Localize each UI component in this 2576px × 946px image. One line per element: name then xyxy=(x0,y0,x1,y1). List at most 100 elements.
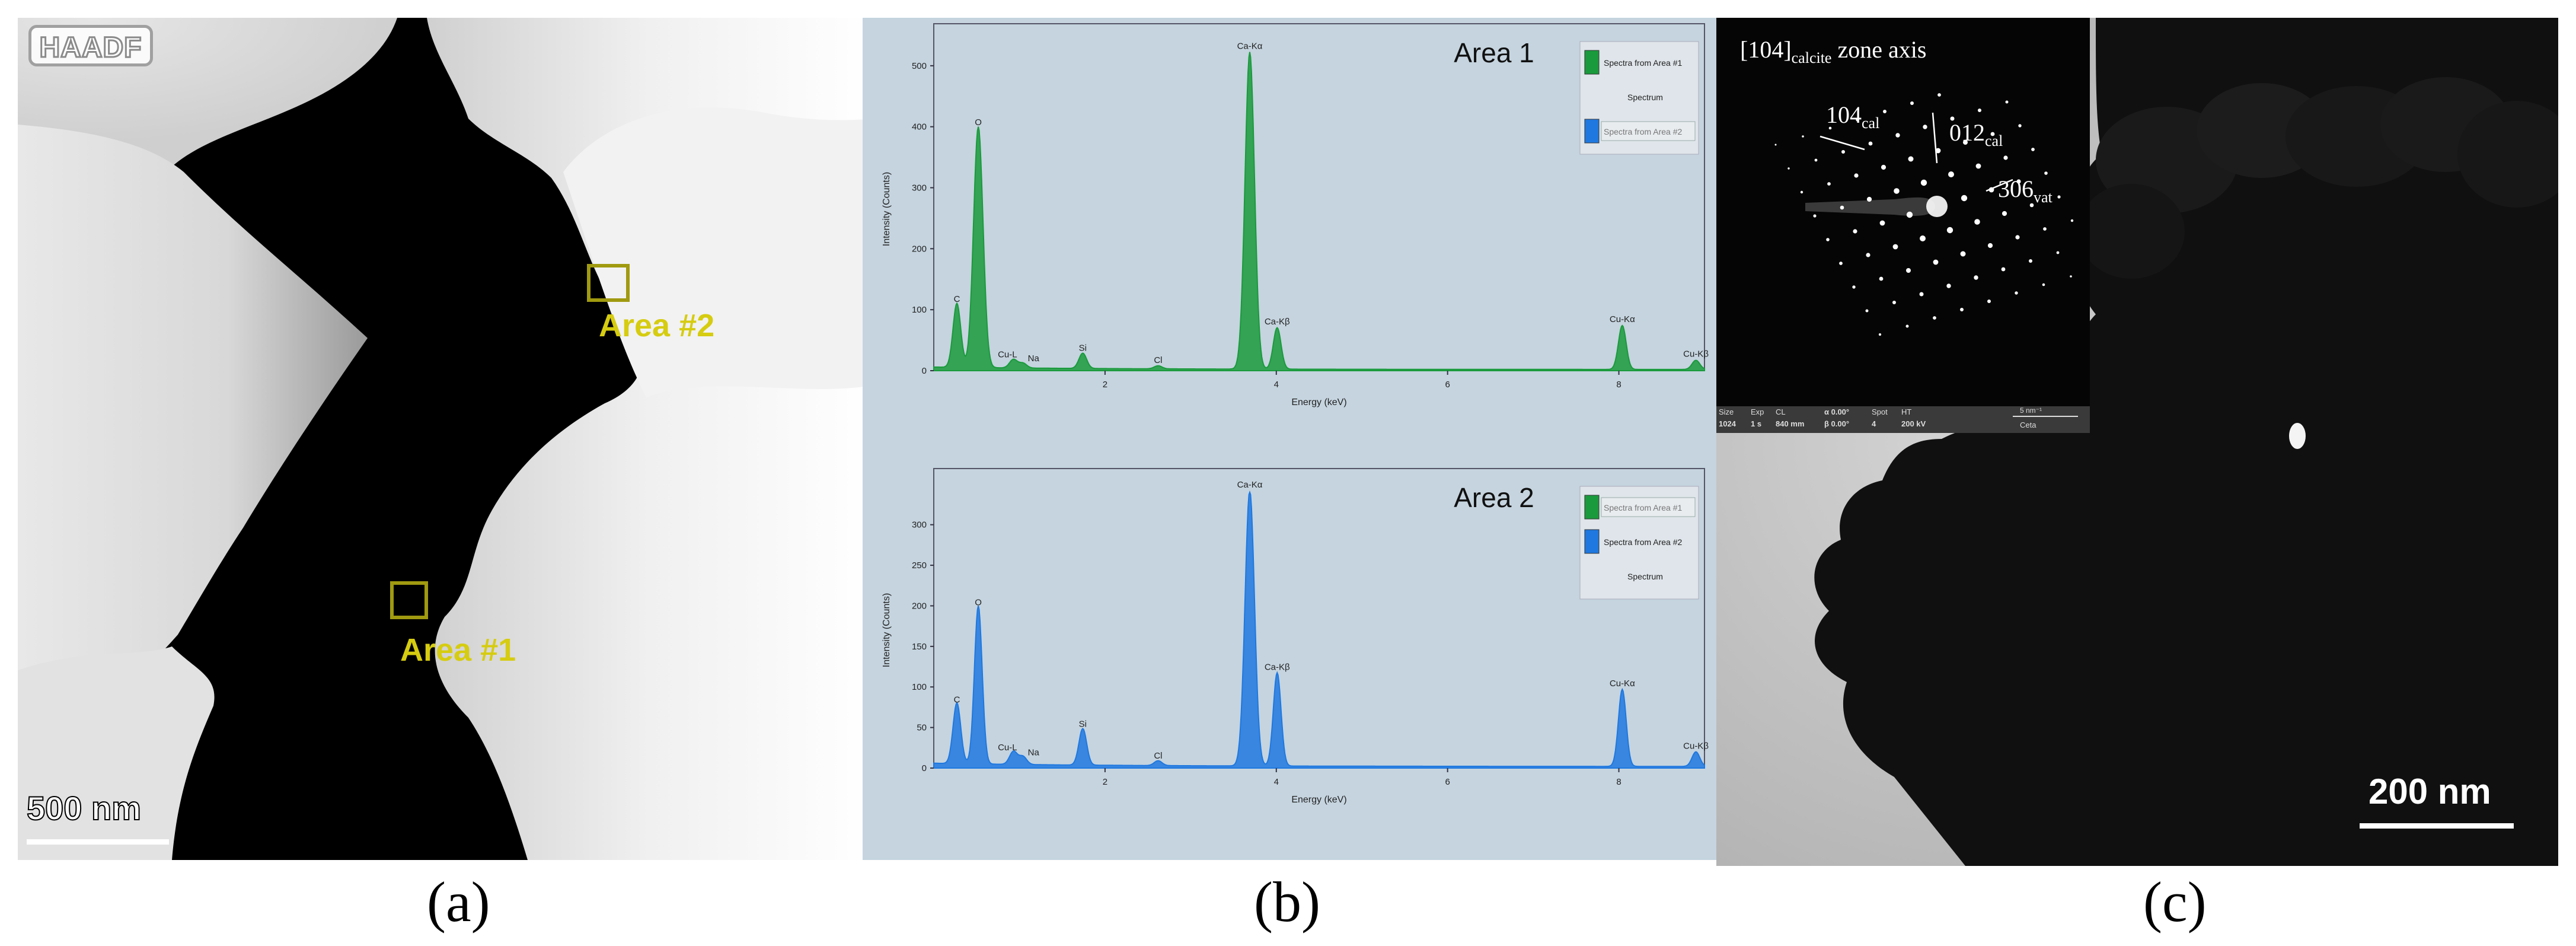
saed-label-306: 306vat xyxy=(1998,176,2052,206)
area1-box xyxy=(390,581,428,619)
eds-peak-label: Si xyxy=(1079,719,1087,729)
diffraction-spot xyxy=(2005,100,2009,104)
diffraction-spot xyxy=(1865,309,1869,313)
eds-xaxis-label: Energy (keV) xyxy=(1291,795,1346,805)
diffraction-spot xyxy=(2018,124,2022,128)
diffraction-spot xyxy=(1908,156,1914,162)
diffraction-spot xyxy=(1800,190,1803,194)
diffraction-spot xyxy=(1933,259,1939,265)
diffraction-spot xyxy=(1879,276,1884,281)
diffraction-spot xyxy=(2016,179,2021,184)
eds-legend-label: Spectrum xyxy=(1627,572,1663,581)
eds-peak-label: O xyxy=(975,597,982,607)
diffraction-spot xyxy=(1802,135,1804,138)
diffraction-spot xyxy=(2003,155,2008,160)
diffraction-spot xyxy=(2001,267,2006,272)
eds-xaxis-label: Energy (keV) xyxy=(1291,397,1346,407)
diffraction-spot xyxy=(2042,283,2045,286)
diffraction-spot xyxy=(1978,109,1981,112)
eds-legend-swatch xyxy=(1584,50,1600,75)
caption-c: (c) xyxy=(2143,870,2207,934)
diffraction-spot xyxy=(1828,126,1832,130)
area2-label: Area #2 xyxy=(599,308,715,343)
diffraction-spot xyxy=(1905,324,1909,328)
diffraction-spot xyxy=(1906,211,1913,218)
diffraction-spot xyxy=(2044,171,2048,175)
eds-peak-label: Cu-Kα xyxy=(1610,679,1635,689)
eds-legend-dim-box xyxy=(1601,121,1696,141)
eds-peak-label: C xyxy=(954,695,960,705)
diffraction-spot xyxy=(1879,220,1885,226)
diffraction-spot xyxy=(1910,101,1914,105)
diffraction-spot xyxy=(1894,188,1900,194)
eds-spectrum-series xyxy=(933,490,1705,769)
eds-peak-label: Si xyxy=(1079,343,1087,353)
diffraction-spot xyxy=(1990,132,1995,136)
eds-chart-1: C O Cu-L Na Si Cl Ca-Kα Ca-Kβ Cu-Kα Cu-Kβ 0 100 200 3… xyxy=(882,23,1709,407)
eds-ytick-label: 100 xyxy=(912,682,927,692)
diffraction-spot xyxy=(1827,182,1831,186)
eds-yaxis-label: Intensity (Counts) xyxy=(882,172,892,246)
eds-chart-title: Area 2 xyxy=(1454,482,1534,513)
diffraction-spot xyxy=(1852,285,1856,289)
diffraction-spot xyxy=(1826,238,1830,241)
tem-scale-bar xyxy=(2360,823,2514,829)
eds-ytick-label: 250 xyxy=(912,560,927,571)
eds-ytick-label: 400 xyxy=(912,122,927,132)
diffraction-spot xyxy=(2043,227,2047,231)
haadf-image xyxy=(18,18,872,860)
eds-legend-dim-box xyxy=(1601,497,1696,517)
diffraction-spot xyxy=(1774,144,1777,146)
eds-peak-label: Ca-Kα xyxy=(1237,41,1263,51)
diffraction-spot xyxy=(1906,268,1911,273)
diffraction-spot xyxy=(1933,316,1936,320)
eds-peak-label: Ca-Kβ xyxy=(1265,662,1290,673)
eds-peak-label: Cu-L xyxy=(998,350,1017,360)
diffraction-spot xyxy=(1895,133,1900,138)
saed-title: [104]calcite zone axis xyxy=(1740,36,1927,66)
diffraction-spot xyxy=(2029,259,2032,263)
diffraction-spot xyxy=(1854,173,1859,178)
diffraction-spot xyxy=(1923,125,1927,129)
eds-xtick-label: 6 xyxy=(1445,380,1450,390)
diffraction-spot xyxy=(1974,275,1978,280)
eds-peak-label: Cu-L xyxy=(998,743,1017,753)
diffraction-spot xyxy=(1950,116,1955,121)
haadf-mode-label: HAADF xyxy=(28,25,153,66)
diffraction-spot xyxy=(1974,219,1980,225)
eds-ytick-label: 200 xyxy=(912,601,927,611)
eds-xtick-label: 2 xyxy=(1103,380,1107,390)
eds-legend-swatch xyxy=(1584,119,1600,144)
eds-legend-label: Spectra from Area #1 xyxy=(1604,58,1683,68)
eds-xtick-label: 4 xyxy=(1274,777,1279,787)
eds-plot-frame xyxy=(933,468,1705,769)
saed-inset: [104]calcite zone axis 104cal 012cal 306… xyxy=(1716,18,2090,433)
diffraction-spot xyxy=(1878,333,1882,336)
diffraction-spot xyxy=(1813,214,1817,218)
eds-peak-label: Cu-Kβ xyxy=(1683,349,1709,359)
eds-legend-swatch xyxy=(1584,529,1600,554)
eds-chart-2: C O Cu-L Na Si Cl Ca-Kα Ca-Kβ Cu-Kα Cu-Kβ 0 50 100 15… xyxy=(882,468,1709,805)
eds-xtick-label: 8 xyxy=(1616,777,1621,787)
eds-xtick-label: 6 xyxy=(1445,777,1450,787)
eds-peak-label: Ca-Kβ xyxy=(1265,317,1290,327)
tem-image-panel: [104]calcite zone axis 104cal 012cal 306… xyxy=(1716,18,2558,866)
eds-ytick-label: 0 xyxy=(922,366,927,376)
eds-xtick-label: 8 xyxy=(1616,380,1621,390)
diffraction-spot xyxy=(1987,300,1991,303)
eds-legend-label: Spectra from Area #1 xyxy=(1604,503,1683,512)
diffraction-spot xyxy=(2070,275,2072,278)
diffraction-spot xyxy=(2070,219,2074,222)
diffraction-spot xyxy=(1853,229,1857,234)
diffraction-spot xyxy=(1946,227,1953,234)
eds-spectra-panel: C O Cu-L Na Si Cl Ca-Kα Ca-Kβ Cu-Kα Cu-Kβ 0 100 200 3… xyxy=(863,18,1716,860)
diffraction-spot xyxy=(1892,301,1896,304)
eds-ytick-label: 300 xyxy=(912,183,927,193)
diffraction-spot xyxy=(2002,211,2007,216)
tem-scale-label: 200 nm xyxy=(2368,772,2491,811)
diffraction-spot xyxy=(1919,292,1924,297)
eds-yaxis-label: Intensity (Counts) xyxy=(882,593,892,667)
diffraction-spot xyxy=(1866,253,1870,257)
diffraction-spot xyxy=(1920,179,1927,186)
diffraction-spot xyxy=(1839,262,1843,265)
